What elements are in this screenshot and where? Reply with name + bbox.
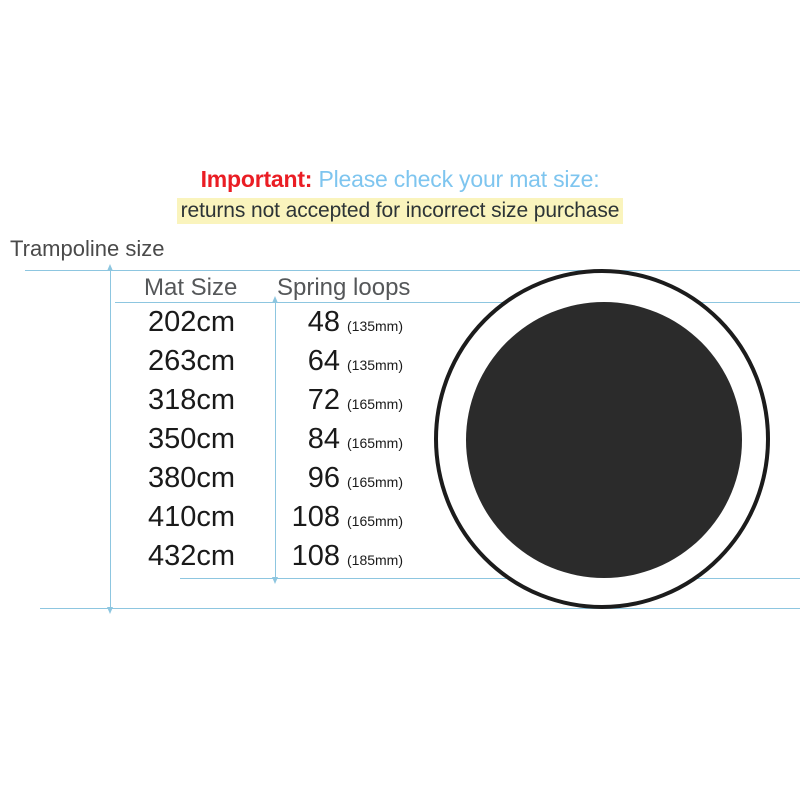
cell-spring-loops: 48: [307, 306, 340, 338]
arrowhead-down-icon: [272, 577, 278, 584]
table-row: 8ft 202cm 48 (135mm): [0, 304, 430, 343]
size-table-body: 8ft 202cm 48 (135mm) 10ft 263cm 64 (135m…: [0, 304, 430, 577]
cell-mat-size: 263cm: [148, 345, 236, 377]
trampoline-mat-surface: [466, 302, 742, 578]
cell-spring-loops: 64: [307, 345, 340, 377]
cell-spring-length: (165mm): [347, 513, 404, 529]
cell-mat-size: 350cm: [148, 423, 236, 455]
cell-spring-length: (165mm): [347, 474, 404, 490]
notice-important-label: Important:: [200, 166, 313, 192]
important-notice: Important: Please check your mat size: r…: [0, 168, 800, 224]
table-row: 10ft 263cm 64 (135mm): [0, 343, 430, 382]
cell-mat-size: 380cm: [148, 462, 236, 494]
column-header-spring-loops: Spring loops: [277, 274, 411, 301]
cell-spring-length: (165mm): [347, 435, 404, 451]
cell-spring-length: (185mm): [347, 552, 404, 568]
notice-headline-rest: Please check your mat size:: [312, 166, 600, 192]
cell-spring-length: (135mm): [347, 357, 404, 373]
cell-spring-length: (165mm): [347, 396, 404, 412]
table-row: 13ft 350cm 84 (165mm): [0, 421, 430, 460]
cell-spring-loops: 96: [307, 462, 340, 494]
dimension-arrow-mat-diameter: [272, 296, 278, 584]
cell-spring-loops: 84: [307, 423, 340, 455]
notice-subline: returns not accepted for incorrect size …: [176, 198, 624, 224]
cell-mat-size: 410cm: [148, 501, 236, 533]
trampoline-illustration: [432, 268, 772, 610]
guide-line-inner-bottom: [180, 578, 800, 579]
dimension-arrow-overall-diameter: [107, 264, 113, 614]
notice-headline: Important: Please check your mat size:: [0, 168, 800, 191]
cell-spring-length: (135mm): [347, 318, 404, 334]
trampoline-top-view-icon: [434, 269, 770, 609]
guide-line-outer-top: [25, 270, 800, 271]
chart-caption: Trampoline size: [10, 236, 165, 261]
arrowhead-down-icon: [107, 607, 113, 614]
guide-line-inner-top: [115, 302, 800, 303]
arrowhead-up-icon: [107, 264, 113, 271]
table-row: 12ft 318cm 72 (165mm): [0, 382, 430, 421]
cell-spring-loops: 108: [291, 540, 340, 572]
guide-line-outer-bottom: [40, 608, 800, 609]
cell-mat-size: 318cm: [148, 384, 236, 416]
cell-spring-loops: 72: [307, 384, 340, 416]
arrowhead-up-icon: [272, 296, 278, 303]
cell-mat-size: 432cm: [148, 540, 236, 572]
table-row: 15ft 410cm 108 (165mm): [0, 499, 430, 538]
cell-mat-size: 202cm: [148, 306, 236, 338]
cell-spring-loops: 108: [291, 501, 340, 533]
table-row: 16ft 432cm 108 (185mm): [0, 538, 430, 577]
column-header-mat-size: Mat Size: [144, 274, 238, 301]
notice-subline-wrap: returns not accepted for incorrect size …: [0, 198, 800, 224]
table-row: 14ft 380cm 96 (165mm): [0, 460, 430, 499]
